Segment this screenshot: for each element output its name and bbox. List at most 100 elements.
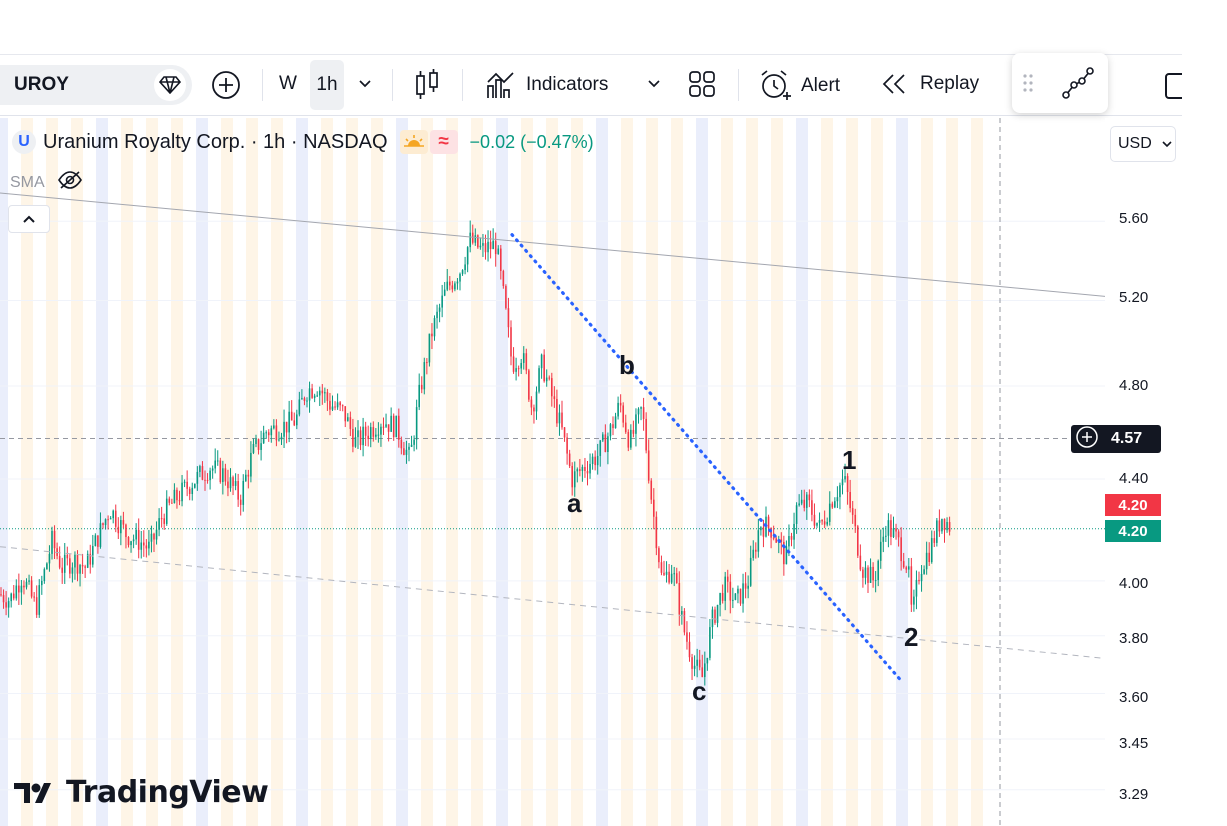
diamond-icon[interactable] bbox=[154, 69, 186, 101]
session-stripe bbox=[121, 118, 133, 826]
candle-body bbox=[250, 452, 252, 477]
candle-body bbox=[520, 362, 522, 369]
session-stripe bbox=[696, 118, 708, 826]
session-stripe bbox=[321, 118, 333, 826]
candle-body bbox=[326, 392, 329, 401]
price-chart[interactable] bbox=[0, 118, 1105, 826]
session-stripe bbox=[946, 118, 958, 826]
indicators-chevron-icon[interactable] bbox=[646, 75, 662, 91]
candle-body bbox=[329, 400, 331, 410]
candle-body bbox=[879, 541, 882, 561]
candle-body bbox=[316, 395, 318, 397]
candle-body bbox=[347, 417, 349, 422]
session-stripe bbox=[496, 118, 508, 826]
candle-body bbox=[568, 453, 571, 467]
trendlines bbox=[0, 192, 1105, 684]
price-axis[interactable]: 5.60 5.20 4.80 4.40 4.00 3.80 3.60 3.45 … bbox=[1105, 118, 1182, 826]
candle-body bbox=[800, 499, 803, 504]
candle-body bbox=[836, 497, 839, 502]
symbol-search[interactable]: UROY bbox=[0, 65, 192, 105]
candle-body bbox=[477, 235, 479, 248]
candle-body bbox=[872, 566, 874, 581]
replay-button[interactable]: Replay bbox=[880, 70, 979, 98]
trendline-tool-icon[interactable] bbox=[1060, 65, 1096, 106]
candle-body bbox=[359, 430, 362, 446]
candle-body bbox=[890, 520, 892, 537]
candle-body bbox=[706, 657, 709, 664]
candle-body bbox=[267, 432, 270, 436]
eye-hidden-icon[interactable] bbox=[57, 170, 83, 195]
wave-label-1[interactable]: 1 bbox=[842, 445, 857, 475]
currency-selector[interactable]: USD bbox=[1110, 126, 1176, 162]
candle-body bbox=[681, 611, 683, 615]
wave-label-2[interactable]: 2 bbox=[904, 622, 919, 652]
candle-body bbox=[176, 489, 178, 501]
candles bbox=[0, 220, 951, 686]
candle-body bbox=[321, 390, 324, 394]
indicators-button[interactable]: Indicators bbox=[486, 70, 608, 100]
tradingview-logo[interactable]: TradingView bbox=[14, 775, 269, 810]
candle-body bbox=[135, 529, 137, 540]
drag-handle-icon[interactable] bbox=[1022, 73, 1034, 98]
wave-label-a[interactable]: a bbox=[567, 488, 582, 518]
candle-body bbox=[89, 553, 92, 565]
symbol-logo: U bbox=[12, 130, 36, 154]
candle-body bbox=[599, 440, 602, 456]
candle-body bbox=[696, 659, 698, 666]
collapse-legend-button[interactable] bbox=[8, 205, 50, 233]
candle-body bbox=[0, 594, 2, 596]
candle-body bbox=[607, 436, 609, 452]
wave-label-c[interactable]: c bbox=[692, 676, 707, 706]
candle-body bbox=[545, 377, 548, 382]
candle-body bbox=[273, 425, 275, 429]
wave-label-b[interactable]: b bbox=[619, 350, 635, 380]
candle-body bbox=[862, 569, 864, 578]
candle-body bbox=[48, 553, 51, 564]
candles-icon[interactable] bbox=[414, 69, 440, 101]
candle-body bbox=[357, 430, 359, 438]
candle-body bbox=[846, 476, 849, 493]
candle-body bbox=[114, 510, 117, 527]
crosshair-price-badge[interactable]: 4.57 bbox=[1071, 425, 1161, 453]
candle-body bbox=[194, 483, 196, 488]
candle-body bbox=[737, 588, 739, 594]
candle-body bbox=[517, 368, 520, 370]
candle-body bbox=[747, 585, 749, 589]
candle-body bbox=[188, 488, 191, 494]
layout-grid-icon[interactable] bbox=[688, 70, 716, 98]
chart-pane[interactable] bbox=[0, 118, 1105, 826]
alert-button[interactable]: Alert bbox=[758, 69, 840, 103]
session-stripe bbox=[71, 118, 83, 826]
sma-label[interactable]: SMA bbox=[10, 173, 45, 191]
candle-body bbox=[892, 528, 895, 537]
chevron-down-icon[interactable] bbox=[357, 75, 373, 91]
candle-body bbox=[372, 427, 375, 437]
candle-body bbox=[148, 541, 150, 549]
candle-body bbox=[395, 415, 398, 438]
candle-body bbox=[709, 627, 711, 658]
candle-body bbox=[653, 499, 655, 517]
candle-body bbox=[12, 593, 15, 599]
candle-body bbox=[492, 240, 494, 250]
candle-body bbox=[377, 434, 380, 436]
sun-icon[interactable] bbox=[399, 130, 428, 154]
candle-body bbox=[933, 538, 936, 543]
crosshair-add-icon[interactable] bbox=[1075, 425, 1099, 454]
candle-body bbox=[512, 356, 515, 372]
candle-body bbox=[168, 498, 171, 503]
candle-body bbox=[494, 240, 497, 255]
currency-label: USD bbox=[1118, 135, 1152, 152]
add-symbol-icon[interactable] bbox=[210, 69, 242, 101]
candle-body bbox=[482, 243, 484, 246]
interval-weekly[interactable]: W bbox=[279, 73, 297, 94]
legend-title[interactable]: Uranium Royalty Corp. · 1h · NASDAQ bbox=[43, 130, 388, 153]
session-stripe bbox=[971, 118, 983, 826]
candle-body bbox=[311, 388, 313, 398]
candle-body bbox=[479, 245, 482, 248]
candle-body bbox=[594, 456, 596, 466]
candle-body bbox=[7, 601, 10, 608]
chevron-up-icon bbox=[23, 215, 35, 223]
crosshair-price: 4.57 bbox=[1111, 430, 1143, 447]
interval-1h[interactable]: 1h bbox=[310, 60, 344, 110]
wave-icon[interactable]: ≈ bbox=[429, 130, 458, 154]
